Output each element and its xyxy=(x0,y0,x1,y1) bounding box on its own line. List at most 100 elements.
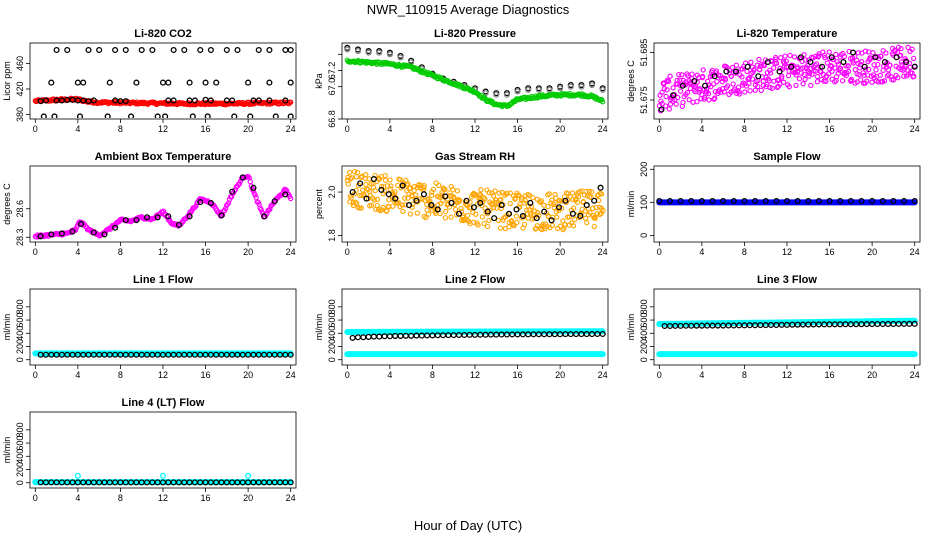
x-tick-label: 8 xyxy=(118,493,123,503)
y-tick-label: 400 xyxy=(15,449,25,464)
x-tick-label: 4 xyxy=(75,493,80,503)
data-point xyxy=(570,205,577,211)
x-tick-label: 12 xyxy=(158,247,168,257)
data-point xyxy=(856,71,862,78)
x-tick-label: 0 xyxy=(345,124,350,134)
x-tick-label: 8 xyxy=(430,370,435,380)
data-point xyxy=(575,193,582,200)
data-point xyxy=(368,181,374,187)
y-tick-label: 600 xyxy=(15,313,25,328)
data-point xyxy=(829,68,835,74)
data-point xyxy=(73,227,79,233)
data-point xyxy=(786,68,792,74)
data-point xyxy=(349,189,356,196)
data-point xyxy=(370,175,377,183)
data-point xyxy=(659,101,665,107)
data-point xyxy=(683,79,689,85)
y-tick-label: 400 xyxy=(15,326,25,341)
data-point xyxy=(255,46,262,54)
x-tick-label: 8 xyxy=(118,124,123,134)
data-point xyxy=(859,59,865,65)
data-point xyxy=(901,66,908,72)
data-point xyxy=(538,198,545,204)
data-point xyxy=(841,53,848,60)
data-point xyxy=(122,217,129,224)
data-point xyxy=(138,46,145,54)
data-point xyxy=(808,82,814,89)
y-tick-label: 66.8 xyxy=(327,110,337,128)
panel-y-label: ml/min xyxy=(2,437,12,464)
data-point xyxy=(541,208,548,215)
data-point xyxy=(48,231,55,238)
data-point xyxy=(756,66,763,72)
x-tick-label: 4 xyxy=(387,124,392,134)
data-point xyxy=(521,221,528,228)
data-point xyxy=(363,195,370,202)
x-tick-label: 8 xyxy=(742,247,747,257)
data-point xyxy=(778,54,784,61)
data-point xyxy=(767,70,774,76)
data-point xyxy=(484,223,491,230)
data-point xyxy=(826,197,833,205)
data-point xyxy=(778,75,785,81)
data-point xyxy=(465,212,471,219)
data-point xyxy=(657,108,664,114)
data-point xyxy=(688,197,695,205)
y-tick-label: 380 xyxy=(15,107,25,122)
data-point xyxy=(835,70,842,76)
x-tick-label: 16 xyxy=(201,124,211,134)
data-point xyxy=(409,192,415,198)
data-point xyxy=(758,87,764,93)
data-point xyxy=(511,222,517,229)
data-point xyxy=(78,220,85,228)
data-point xyxy=(569,210,576,217)
data-point xyxy=(728,73,734,79)
data-point xyxy=(507,190,513,196)
panel-data xyxy=(32,472,294,486)
x-tick-label: 12 xyxy=(158,370,168,380)
data-point xyxy=(479,214,486,220)
x-tick-label: 12 xyxy=(782,124,792,134)
y-tick-label: 800 xyxy=(15,422,25,437)
data-point xyxy=(583,188,589,195)
data-point xyxy=(873,67,879,73)
data-point xyxy=(776,68,783,75)
data-point xyxy=(554,214,560,220)
data-point xyxy=(871,62,877,68)
data-point xyxy=(207,200,214,207)
data-point xyxy=(154,113,161,118)
data-point xyxy=(567,83,574,90)
data-point xyxy=(802,57,809,63)
data-point xyxy=(556,204,563,211)
data-point xyxy=(881,58,888,66)
data-point xyxy=(905,44,911,51)
data-point xyxy=(587,209,593,216)
data-point xyxy=(506,224,512,230)
data-point xyxy=(388,183,394,189)
data-point xyxy=(456,197,463,203)
data-point xyxy=(586,188,592,194)
data-point xyxy=(746,80,752,86)
x-tick-label: 20 xyxy=(243,370,253,380)
data-point xyxy=(239,174,246,181)
data-point xyxy=(819,63,826,70)
data-point xyxy=(229,188,236,195)
data-point xyxy=(548,217,555,224)
x-tick-label: 16 xyxy=(513,370,523,380)
y-tick-label: 1.8 xyxy=(327,229,337,242)
data-point xyxy=(397,54,404,61)
data-point xyxy=(498,196,504,203)
data-point xyxy=(400,208,406,215)
y-tick-label: 0 xyxy=(15,480,25,485)
y-tick-label: 51.685 xyxy=(639,39,649,67)
data-point xyxy=(525,215,531,221)
panel-data xyxy=(344,169,606,233)
y-tick-label: 200 xyxy=(639,162,649,177)
data-point xyxy=(773,60,780,66)
data-point xyxy=(599,86,606,93)
data-point xyxy=(670,92,677,99)
data-point xyxy=(491,215,498,222)
data-point xyxy=(656,197,663,205)
panel-3: Ambient Box Temperature degrees C 0 4 8 12 16 2… xyxy=(2,151,297,257)
data-point xyxy=(768,57,774,64)
